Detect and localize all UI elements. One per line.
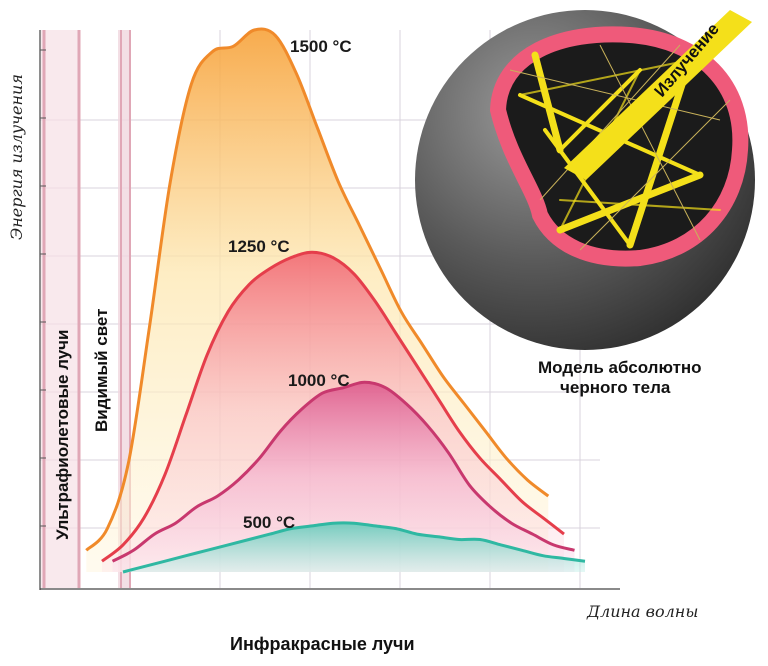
uv-band [41, 30, 81, 588]
curve-1500c-line [85, 27, 550, 552]
radiation-ray [564, 10, 752, 180]
reflected-beam-trace [509, 69, 721, 121]
y-axis-label: Энергия излучения [7, 74, 26, 240]
uv-band-label: Ультрафиолетовые лучи [53, 330, 72, 541]
reflected-beam-trace [539, 44, 681, 201]
curve-500c-line [122, 521, 586, 574]
reflected-beam [559, 199, 721, 211]
infrared-label: Инфракрасные лучи [230, 634, 415, 654]
y-axis-ticks [40, 49, 46, 527]
curve-1000c-area [112, 382, 575, 572]
blackbody-caption-line2: черного тела [560, 378, 671, 397]
blackbody-model: Излучение [415, 10, 755, 350]
label-1250c: 1250 °C [228, 237, 290, 256]
label-500c: 500 °C [243, 513, 295, 532]
x-axis-label: Длина волны [586, 602, 698, 621]
reflected-beam [543, 128, 632, 247]
label-1000c: 1000 °C [288, 371, 350, 390]
reflected-beam [556, 171, 704, 234]
curve-1000c-line [111, 380, 575, 563]
reflected-beam-trace [579, 99, 731, 251]
reflected-beam-trace [599, 44, 701, 241]
reflected-beam [558, 68, 642, 152]
label-1500c: 1500 °C [290, 37, 352, 56]
radiation-beams [509, 44, 731, 251]
curve-1250c-line [101, 250, 565, 563]
curve-500c-area [123, 522, 585, 572]
reflected-beam [531, 51, 564, 154]
reflected-beam [626, 56, 694, 249]
blackbody-caption-line1: Модель абсолютно [538, 358, 702, 377]
visible-band-label: Видимый свет [92, 309, 111, 432]
